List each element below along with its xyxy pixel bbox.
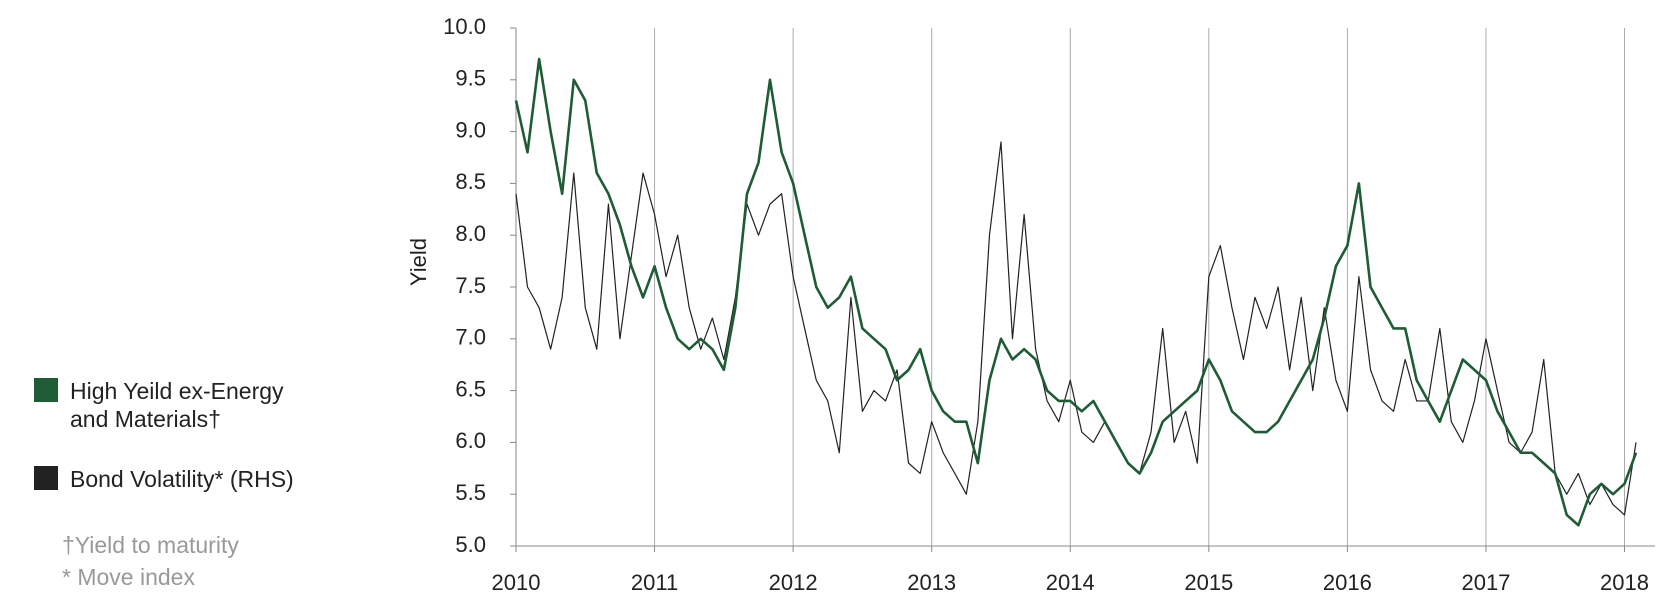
x-tick-label: 2017 [1461,570,1510,595]
legend-label: Bond Volatility* (RHS) [70,466,294,492]
y-tick-label: 6.5 [455,376,486,401]
y-tick-label: 9.0 [455,117,486,142]
y-tick-label: 10.0 [443,14,486,39]
legend-item: Bond Volatility* (RHS) [34,465,320,493]
x-tick-label: 2011 [631,570,678,595]
x-tick-label: 2015 [1184,570,1233,595]
y-tick-label: 9.5 [455,66,486,91]
x-tick-label: 2016 [1323,570,1372,595]
series-line [515,141,1637,516]
x-tick-label: 2012 [769,570,818,595]
x-tick-label: 2018 [1600,570,1649,595]
legend-swatch [34,378,58,402]
y-tick-label: 8.5 [455,169,486,194]
y-axis-label: Yield [406,238,431,286]
y-tick-label: 5.0 [455,532,486,557]
x-tick-label: 2014 [1046,570,1095,595]
x-tick-label: 2010 [492,570,541,595]
legend-swatch [34,466,58,490]
y-tick-label: 7.0 [455,325,486,350]
legend-label: High Yeild ex-Energy and Materials† [70,378,284,432]
y-tick-label: 6.0 [455,428,486,453]
y-tick-label: 5.5 [455,480,486,505]
y-tick-label: 7.5 [455,273,486,298]
series-line [514,57,1638,527]
footnote: * Move index [62,564,195,590]
footnote: †Yield to maturity [62,532,239,558]
x-tick-label: 2013 [907,570,956,595]
legend-item: High Yeild ex-Energy and Materials† [34,377,320,433]
y-tick-label: 8.0 [455,221,486,246]
